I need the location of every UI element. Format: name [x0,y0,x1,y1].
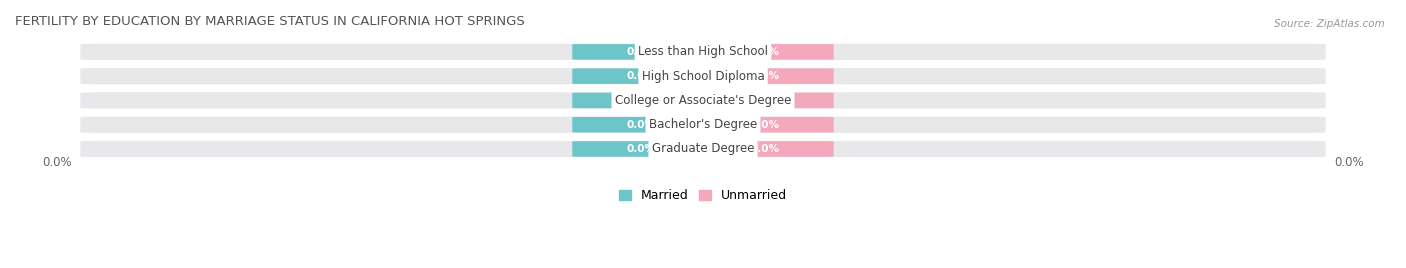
FancyBboxPatch shape [572,117,710,132]
FancyBboxPatch shape [572,141,710,157]
FancyBboxPatch shape [696,117,834,132]
FancyBboxPatch shape [80,92,1326,109]
FancyBboxPatch shape [696,141,834,157]
Text: 0.0%: 0.0% [751,71,779,81]
Text: 0.0%: 0.0% [1334,156,1364,169]
FancyBboxPatch shape [696,93,834,108]
FancyBboxPatch shape [696,68,834,84]
FancyBboxPatch shape [80,141,1326,157]
Text: Source: ZipAtlas.com: Source: ZipAtlas.com [1274,19,1385,29]
Text: 0.0%: 0.0% [627,47,655,57]
Text: 0.0%: 0.0% [627,144,655,154]
Text: FERTILITY BY EDUCATION BY MARRIAGE STATUS IN CALIFORNIA HOT SPRINGS: FERTILITY BY EDUCATION BY MARRIAGE STATU… [15,15,524,28]
Text: 0.0%: 0.0% [751,95,779,105]
Text: High School Diploma: High School Diploma [641,70,765,83]
FancyBboxPatch shape [696,44,834,60]
FancyBboxPatch shape [572,68,710,84]
Text: 0.0%: 0.0% [627,71,655,81]
FancyBboxPatch shape [572,93,710,108]
Text: Bachelor's Degree: Bachelor's Degree [650,118,756,131]
Text: College or Associate's Degree: College or Associate's Degree [614,94,792,107]
Text: 0.0%: 0.0% [627,120,655,130]
FancyBboxPatch shape [80,117,1326,133]
Text: 0.0%: 0.0% [627,95,655,105]
Text: Less than High School: Less than High School [638,45,768,58]
FancyBboxPatch shape [572,44,710,60]
FancyBboxPatch shape [80,44,1326,60]
Text: 0.0%: 0.0% [751,120,779,130]
FancyBboxPatch shape [80,68,1326,84]
Legend: Married, Unmarried: Married, Unmarried [613,184,793,207]
Text: 0.0%: 0.0% [42,156,72,169]
Text: Graduate Degree: Graduate Degree [652,143,754,155]
Text: 0.0%: 0.0% [751,144,779,154]
Text: 0.0%: 0.0% [751,47,779,57]
